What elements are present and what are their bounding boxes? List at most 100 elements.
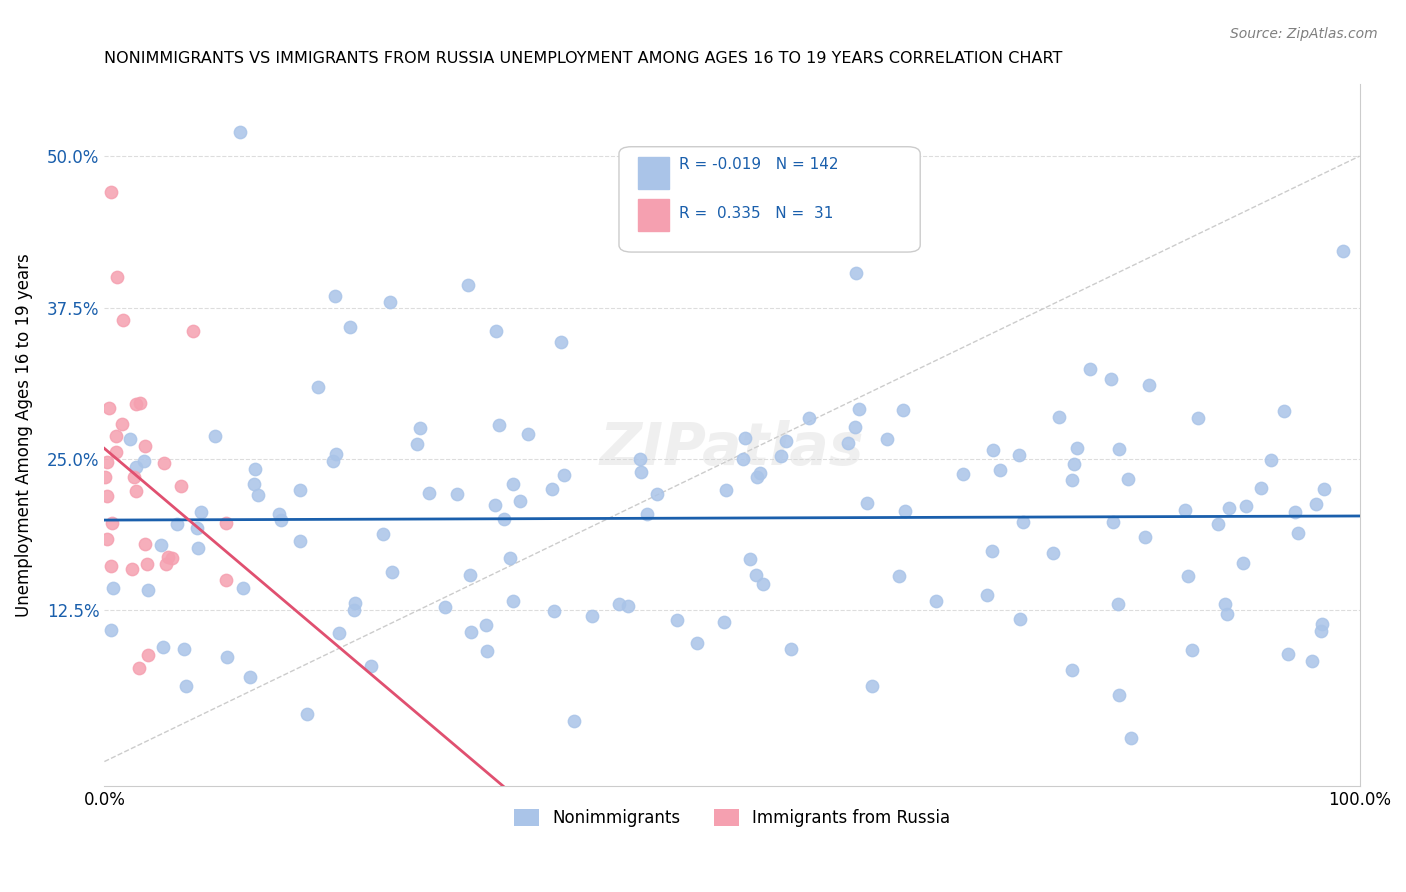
Point	[121, 562, 143, 576]
Point	[1260, 452, 1282, 467]
Point	[96, 454, 118, 468]
Point	[328, 625, 350, 640]
Point	[925, 594, 948, 608]
Point	[380, 294, 402, 309]
Point	[1060, 664, 1083, 678]
Point	[269, 508, 291, 522]
Point	[848, 402, 870, 417]
Point	[183, 324, 205, 338]
Point	[1047, 409, 1070, 424]
Point	[100, 558, 122, 573]
Point	[100, 623, 122, 637]
Point	[1216, 607, 1239, 622]
Point	[876, 432, 898, 446]
Text: R =  0.335   N =  31: R = 0.335 N = 31	[679, 206, 834, 221]
Point	[323, 289, 346, 303]
Point	[111, 417, 134, 431]
Point	[122, 470, 145, 484]
Point	[288, 483, 311, 498]
Point	[779, 641, 801, 656]
Point	[980, 544, 1002, 558]
Point	[380, 566, 402, 580]
Point	[174, 679, 197, 693]
Point	[492, 511, 515, 525]
Point	[215, 516, 238, 530]
Point	[976, 588, 998, 602]
Point	[893, 504, 915, 518]
Point	[243, 477, 266, 491]
Point	[502, 594, 524, 608]
Point	[845, 266, 868, 280]
Point	[1232, 556, 1254, 570]
Point	[204, 429, 226, 443]
Point	[553, 468, 575, 483]
Point	[1108, 688, 1130, 702]
Point	[744, 567, 766, 582]
Point	[1042, 546, 1064, 560]
Point	[433, 599, 456, 614]
Point	[101, 581, 124, 595]
Point	[243, 462, 266, 476]
Point	[1272, 404, 1295, 418]
Point	[837, 435, 859, 450]
FancyBboxPatch shape	[619, 146, 920, 252]
Point	[581, 608, 603, 623]
Point	[860, 679, 883, 693]
Point	[409, 421, 432, 435]
Point	[1180, 643, 1202, 657]
Point	[686, 636, 709, 650]
Point	[186, 521, 208, 535]
Point	[1008, 448, 1031, 462]
Point	[105, 270, 128, 285]
Point	[1099, 372, 1122, 386]
Point	[215, 649, 238, 664]
Point	[460, 625, 482, 640]
Point	[152, 640, 174, 654]
Point	[94, 470, 117, 484]
Point	[609, 597, 631, 611]
Point	[1310, 617, 1333, 632]
Point	[1078, 362, 1101, 376]
Point	[630, 465, 652, 479]
Point	[665, 613, 688, 627]
Point	[136, 648, 159, 663]
Point	[713, 615, 735, 629]
Point	[1062, 473, 1084, 487]
Point	[617, 599, 640, 613]
Point	[981, 443, 1004, 458]
Point	[1108, 442, 1130, 456]
Point	[135, 557, 157, 571]
Point	[509, 494, 531, 508]
Point	[360, 659, 382, 673]
Point	[190, 505, 212, 519]
Point	[1102, 516, 1125, 530]
Point	[475, 618, 498, 632]
Point	[844, 420, 866, 434]
Point	[1250, 481, 1272, 495]
Point	[1010, 612, 1032, 626]
Point	[797, 410, 820, 425]
Point	[229, 125, 252, 139]
Point	[166, 516, 188, 531]
Point	[891, 403, 914, 417]
Point	[170, 479, 193, 493]
Point	[749, 466, 772, 480]
Point	[1277, 647, 1299, 661]
Point	[125, 483, 148, 498]
Point	[1305, 497, 1327, 511]
Point	[100, 186, 122, 200]
Point	[745, 470, 768, 484]
Text: NONIMMIGRANTS VS IMMIGRANTS FROM RUSSIA UNEMPLOYMENT AMONG AGES 16 TO 19 YEARS C: NONIMMIGRANTS VS IMMIGRANTS FROM RUSSIA …	[104, 51, 1063, 66]
Point	[734, 431, 756, 445]
Point	[1213, 597, 1236, 611]
Point	[889, 568, 911, 582]
Point	[125, 397, 148, 411]
Point	[406, 437, 429, 451]
Point	[156, 549, 179, 564]
Point	[1286, 526, 1309, 541]
Point	[339, 319, 361, 334]
Point	[160, 551, 183, 566]
Point	[457, 277, 479, 292]
Point	[136, 583, 159, 598]
Point	[752, 577, 775, 591]
